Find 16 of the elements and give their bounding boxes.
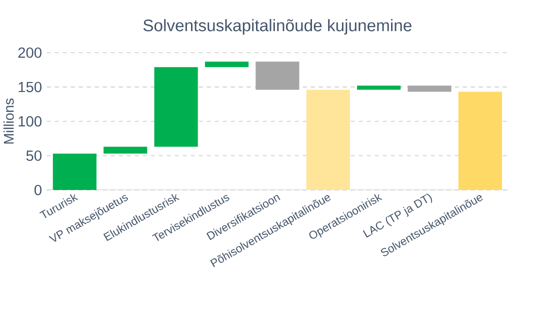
y-tick-label: 200 [18,47,42,58]
bar [458,92,502,190]
bar [104,146,148,154]
bar [256,62,300,90]
y-tick-label: 50 [26,150,42,161]
bar [306,90,350,190]
y-axis-title: Millions [4,98,14,144]
bar [154,67,198,147]
bar [204,62,249,68]
bar [52,154,96,190]
y-tick-label: 100 [18,116,42,127]
chart-title: Solventsuskapitalinõude kujunemine [143,19,412,35]
bar [357,86,401,90]
bar [408,86,452,92]
y-tick-label: 150 [18,82,42,92]
y-tick-label: 0 [34,184,42,196]
